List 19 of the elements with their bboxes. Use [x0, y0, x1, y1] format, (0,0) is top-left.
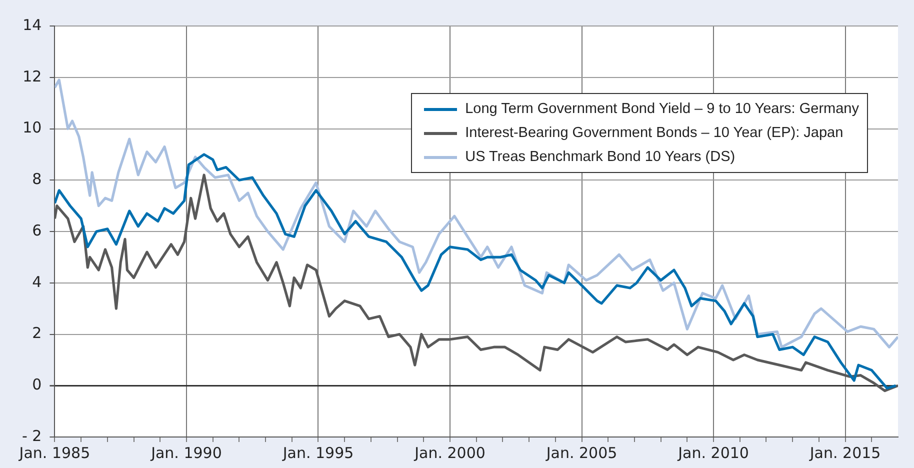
- y-tick-label: 2: [32, 324, 42, 342]
- y-tick-label: 8: [32, 170, 42, 188]
- y-tick-label: 12: [22, 67, 42, 86]
- y-tick-label: 6: [32, 221, 42, 240]
- x-tick-label: Jan. 1990: [150, 444, 222, 462]
- x-tick-label: Jan. 1995: [282, 444, 354, 462]
- x-tick-label: Jan. 2005: [545, 444, 618, 462]
- legend-label: Interest-Bearing Government Bonds – 10 Year (EP): Japan: [465, 125, 844, 141]
- legend-label: Long Term Government Bond Yield – 9 to 10 Years: Germany: [465, 101, 859, 117]
- x-tick-label: Jan. 2010: [677, 444, 749, 462]
- y-tick-label: 14: [22, 16, 42, 34]
- x-tick-label: Jan. 2000: [414, 444, 486, 462]
- y-tick-label: 10: [22, 118, 42, 137]
- x-tick-label: Jan. 1985: [18, 444, 90, 462]
- x-tick-label: Jan. 2015: [808, 444, 881, 462]
- y-tick-label: - 2: [22, 426, 42, 445]
- y-tick-label: 4: [32, 272, 42, 291]
- legend-label: US Treas Benchmark Bond 10 Years (DS): [465, 149, 736, 165]
- y-tick-label: 0: [32, 376, 42, 394]
